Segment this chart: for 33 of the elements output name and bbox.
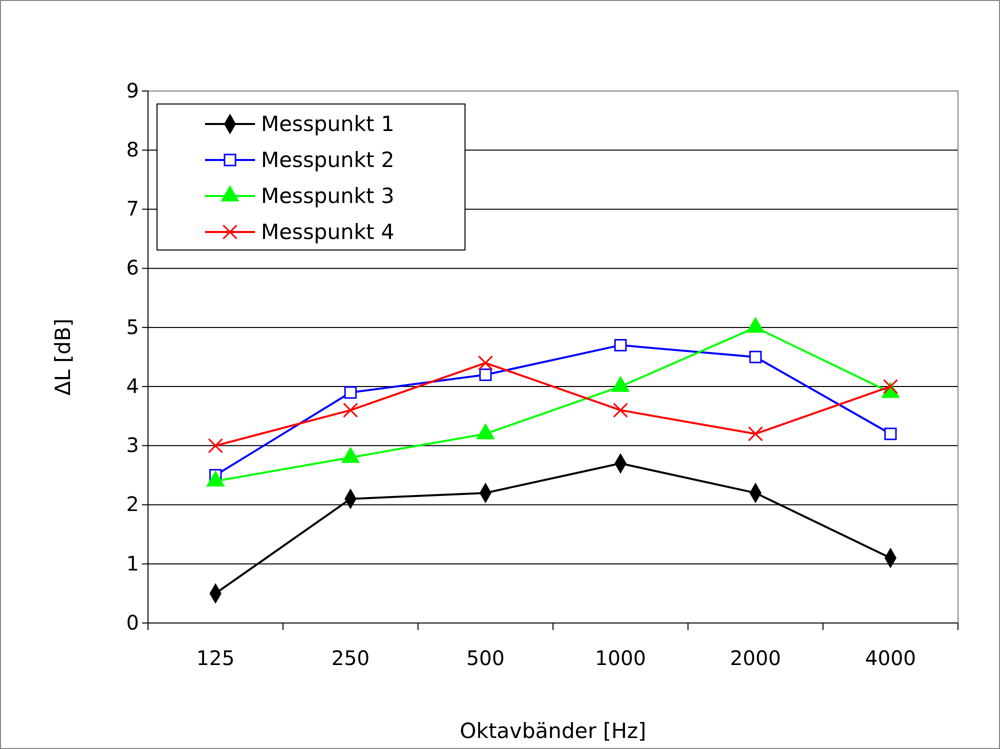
point <box>882 379 898 394</box>
y-tick-label: 9 <box>126 78 139 102</box>
y-tick-label: 8 <box>126 138 139 162</box>
x-tick-label: 2000 <box>730 646 781 670</box>
y-tick-label: 6 <box>126 256 139 280</box>
point <box>749 350 762 364</box>
x-tick-label: 500 <box>466 646 505 670</box>
point <box>748 426 764 442</box>
point <box>344 386 357 399</box>
point <box>612 402 628 418</box>
point <box>479 368 492 381</box>
point <box>614 338 627 352</box>
legend-label: Messpunkt 2 <box>261 148 394 172</box>
y-axis-title: ΔL [dB] <box>51 318 75 396</box>
x-axis-title: Oktavbänder [Hz] <box>460 719 646 743</box>
legend-label: Messpunkt 1 <box>261 112 394 136</box>
legend-label: Messpunkt 3 <box>261 184 394 208</box>
y-tick-label: 3 <box>126 433 139 458</box>
x-tick-label: 1000 <box>595 646 646 670</box>
point <box>884 428 897 440</box>
y-tick-label: 1 <box>126 551 139 576</box>
point <box>208 438 224 454</box>
y-tick-label: 0 <box>126 610 139 634</box>
x-tick-label: 250 <box>331 646 370 670</box>
y-tick-label: 4 <box>126 374 139 398</box>
y-tick-label: 5 <box>126 314 139 339</box>
legend-label: Messpunkt 4 <box>261 220 394 244</box>
x-tick-label: 125 <box>196 646 235 670</box>
point <box>342 402 358 418</box>
y-tick-label: 2 <box>126 492 139 516</box>
point <box>478 355 494 370</box>
x-tick-label: 4000 <box>865 646 916 670</box>
y-tick-label: 7 <box>126 196 139 221</box>
